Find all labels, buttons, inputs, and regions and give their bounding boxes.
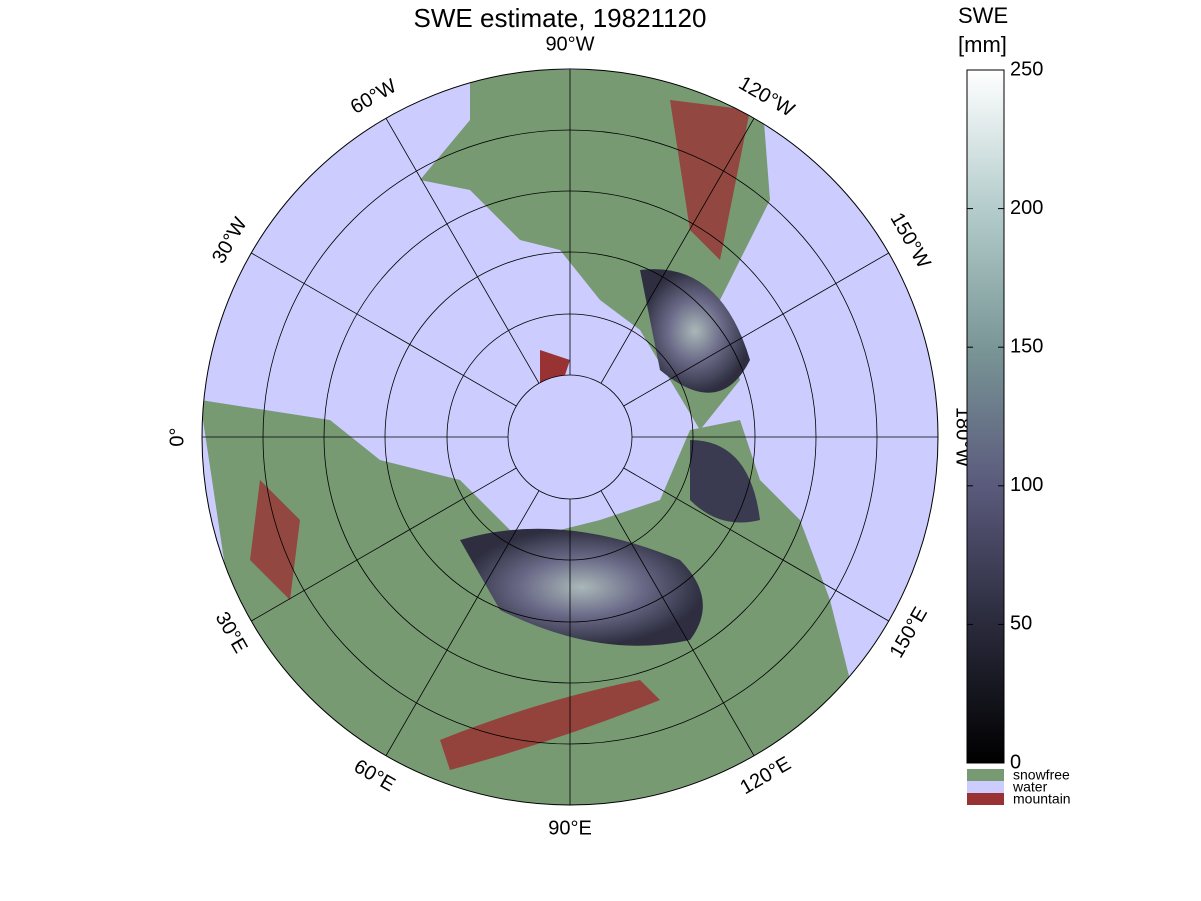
longitude-label: 60°E (350, 755, 399, 796)
snow-cover (460, 528, 703, 646)
colorbar-ticks: 0 50 100 150 200 250 (967, 58, 1043, 773)
legend-label: water (1012, 779, 1048, 795)
meridian (623, 467, 889, 622)
colorbar-tick-label: 250 (1010, 58, 1043, 80)
colorbar (966, 69, 1005, 764)
meridian (385, 118, 540, 384)
snow-cover (690, 440, 760, 523)
mountain (250, 480, 300, 600)
meridian (623, 252, 889, 407)
meridian (600, 490, 755, 756)
legend-swatch (967, 781, 1004, 793)
longitude-label: 60°W (347, 75, 401, 119)
colorbar-title: SWE (958, 3, 1008, 28)
meridian (600, 118, 755, 384)
map-frame (201, 68, 939, 806)
meridian (385, 490, 540, 756)
longitude-label: 90°E (548, 817, 592, 839)
pole-hole (508, 375, 632, 499)
legend-swatch (967, 769, 1004, 781)
graticule (202, 69, 938, 805)
longitude-label: 30°W (208, 214, 252, 268)
legend-label: snowfree (1013, 767, 1070, 783)
map-title: SWE estimate, 19821120 (414, 3, 707, 33)
colorbar-tick-label: 200 (1010, 197, 1043, 219)
longitude-label: 0° (166, 427, 188, 446)
colorbar-tick-label: 150 (1010, 335, 1043, 357)
mountain (440, 680, 660, 770)
mountain (670, 100, 750, 260)
meridian (251, 467, 517, 622)
longitude-label: 90°W (545, 33, 594, 55)
meridian (251, 252, 517, 407)
colorbar-tick-label: 50 (1010, 613, 1032, 635)
colorbar-tick-label: 100 (1010, 474, 1043, 496)
colorbar-tick-label: 0 (1010, 751, 1021, 773)
longitude-label: 30°E (211, 608, 252, 657)
colorbar-title: [mm] (958, 32, 1007, 57)
legend-label: mountain (1013, 791, 1071, 807)
map (202, 69, 938, 805)
legend-swatch (967, 793, 1004, 805)
